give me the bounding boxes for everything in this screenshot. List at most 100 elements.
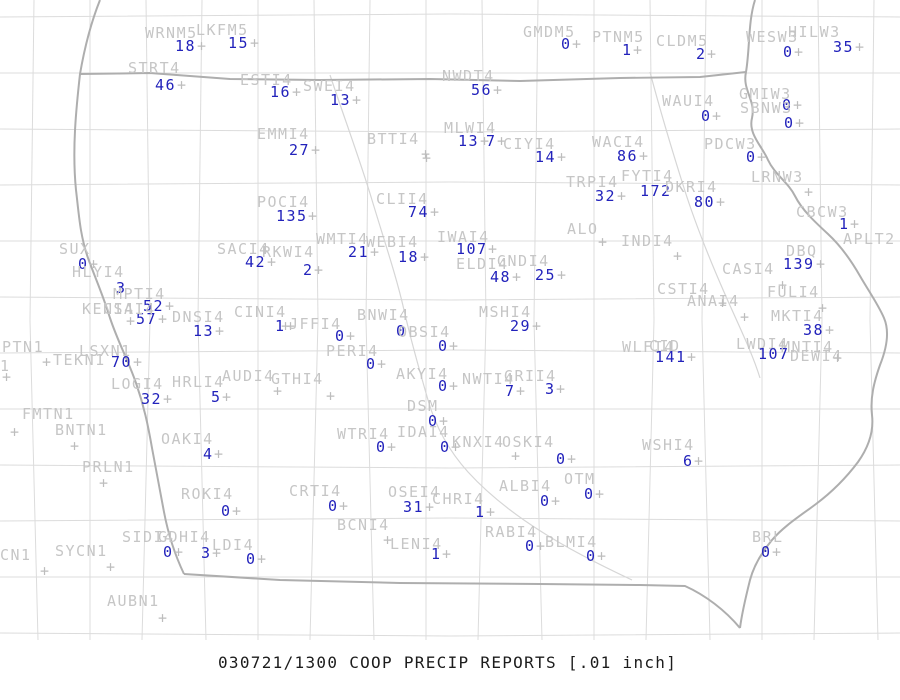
- station-LSXN1-marker-icon: +: [133, 353, 144, 371]
- county-line: [0, 517, 900, 522]
- station-WTRI4-marker-icon: +: [387, 438, 398, 456]
- station-JFFI4-label: JFFI4: [289, 315, 342, 333]
- station-SBNW3-label: SBNW3: [740, 99, 793, 117]
- station-IDAI4-label: IDAI4: [397, 423, 450, 441]
- station-MKTI4-label: MKTI4: [771, 307, 824, 325]
- station-WRNM5-marker-icon: +: [197, 37, 208, 55]
- station-CSTI4-label: CSTI4: [657, 280, 710, 298]
- station-ELDI4-label: ELDI4: [456, 255, 509, 273]
- station-AKYI4-marker-icon: +: [449, 377, 460, 395]
- station-FMTN1-label: FMTN1: [22, 405, 75, 423]
- station-POCI4-marker-icon: +: [308, 207, 319, 225]
- station-GTHI4-label: GTHI4: [271, 370, 324, 388]
- station-BTTI4-marker-icon: +: [421, 145, 432, 163]
- station-1-marker-icon: +: [2, 368, 13, 386]
- station-WACI4-marker-icon: +: [639, 147, 650, 165]
- station-OTM-value: 0: [584, 485, 595, 503]
- station-CHRI4-value: 1: [475, 503, 486, 521]
- station-RKWI4-marker-icon: +: [314, 261, 325, 279]
- cedar-river: [649, 71, 761, 379]
- station-CASI4-marker-icon: +: [778, 276, 789, 294]
- county-line: [141, 0, 151, 641]
- station-marker-icon: +: [281, 317, 292, 335]
- station-AUDI4-marker-icon: +: [273, 382, 284, 400]
- rivers: [329, 71, 761, 581]
- station-ALO-marker-icon: +: [598, 233, 609, 251]
- station-DKRI4-label: DKRI4: [665, 178, 718, 196]
- station-JFFI4-value: 0: [335, 327, 346, 345]
- station-CINI4-value: 1: [275, 317, 286, 335]
- station-IWAI4-label: IWAI4: [437, 228, 490, 246]
- station-IWAI4-marker-icon: +: [488, 240, 499, 258]
- station-BRL-value: 0: [761, 543, 772, 561]
- station-CLDM5-label: CLDM5: [656, 32, 709, 50]
- station-DEWI4-label: DEWI4: [790, 347, 843, 365]
- station-DSM-marker-icon: +: [439, 412, 450, 430]
- station-MPTI4-label: MPTI4: [113, 285, 166, 303]
- station-RKWI4-value: 2: [303, 261, 314, 279]
- station-RKWI4-label: RKWI4: [262, 243, 315, 261]
- station-ALBI4-label: ALBI4: [499, 477, 552, 495]
- station-hidden-marker-icon: +: [497, 132, 508, 150]
- station-HILW3-label: HILW3: [788, 23, 841, 41]
- station-EMMI4-label: EMMI4: [257, 125, 310, 143]
- mississippi-river-border: [739, 0, 888, 629]
- station-1-label: 1: [0, 357, 11, 375]
- station-OAKI4-label: OAKI4: [161, 430, 214, 448]
- station-LDI4-marker-icon: +: [257, 550, 268, 568]
- station-LDI4-value: 0: [246, 550, 257, 568]
- station-RABI4-marker-icon: +: [536, 537, 547, 555]
- county-line: [645, 0, 655, 641]
- station-GNDI4-marker-icon: +: [557, 266, 568, 284]
- station-LKFM5-label: LKFM5: [196, 21, 249, 39]
- station-WEBI4-value: 18: [398, 248, 419, 266]
- station-TRPI4-marker-icon: +: [617, 187, 628, 205]
- station-CLDM5-marker-icon: +: [707, 45, 718, 63]
- station-CIYI4-value: 14: [535, 148, 556, 166]
- station-BNWI4-label: BNWI4: [357, 306, 410, 324]
- station-POCI4-label: POCI4: [257, 193, 310, 211]
- station-PDCW3-marker-icon: +: [757, 148, 768, 166]
- station-CHRI4-label: CHRI4: [432, 490, 485, 508]
- station-GDHI4-label: GDHI4: [158, 528, 211, 546]
- station-DKRI4-value: 80: [694, 193, 715, 211]
- station-GTHI4-marker-icon: +: [326, 387, 337, 405]
- station-DSM-label: DSM: [407, 397, 439, 415]
- station-BRL-label: BRL: [752, 528, 784, 546]
- station-WESW3-value: 0: [783, 43, 794, 61]
- station-DKRI4-marker-icon: +: [716, 193, 727, 211]
- station-LRNW3-label: LRNW3: [751, 168, 804, 186]
- station-ANAI4-label: ANAI4: [687, 292, 740, 310]
- station-APLT2-label: APLT2: [843, 230, 896, 248]
- station-RABI4-value: 0: [525, 537, 536, 555]
- station-FYTI4-value: 172: [640, 182, 672, 200]
- north-border-line: [79, 71, 747, 82]
- station-CRTI4-value: 0: [328, 497, 339, 515]
- station-JFFI4-marker-icon: +: [346, 327, 357, 345]
- station-CIYI4-label: CIYI4: [503, 135, 556, 153]
- station-BLMI4-marker-icon: +: [597, 547, 608, 565]
- station-DBQ-value: 139: [783, 255, 815, 273]
- station-GMDM5-label: GMDM5: [523, 23, 576, 41]
- station-MSHI4-label: MSHI4: [479, 303, 532, 321]
- station-EMMI4-value: 27: [289, 141, 310, 159]
- county-line: [813, 0, 823, 641]
- station-ESTI4-label: ESTI4: [240, 71, 293, 89]
- station-CSTI4-marker-icon: +: [740, 308, 751, 326]
- station-INDI4-label: INDI4: [621, 232, 674, 250]
- station-LENI4-value: 1: [431, 545, 442, 563]
- county-line: [309, 0, 319, 641]
- station-OSEI4-value: 31: [403, 498, 424, 516]
- station-KENI4-label: KENI4: [82, 300, 135, 318]
- station-FMTN1-marker-icon: +: [10, 423, 21, 441]
- station-ESTI4-value: 16: [270, 83, 291, 101]
- station-WLFI4-label: WLFI4: [622, 338, 675, 356]
- station-WLFI4-marker-icon: +: [687, 348, 698, 366]
- station-AUBN1-marker-icon: +: [158, 609, 169, 627]
- missouri-river-border: [73, 0, 185, 575]
- county-line: [29, 0, 39, 641]
- station-LENI4-marker-icon: +: [442, 545, 453, 563]
- station-SWEI4-marker-icon: +: [352, 91, 363, 109]
- station-OSEI4-label: OSEI4: [388, 483, 441, 501]
- station-RABI4-label: RABI4: [485, 523, 538, 541]
